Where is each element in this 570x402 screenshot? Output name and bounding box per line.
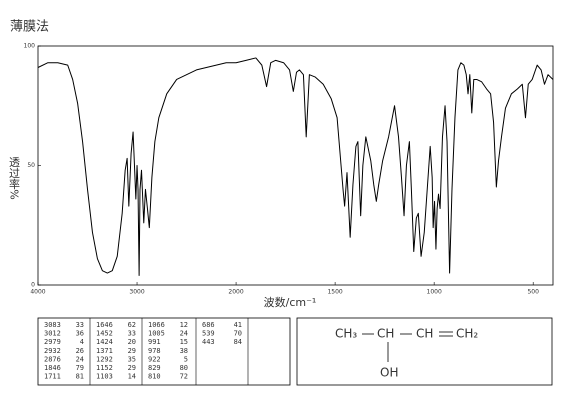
peak-wavenumber: 1452: [96, 330, 113, 338]
peak-transmittance: 20: [128, 338, 136, 346]
peak-transmittance: 33: [76, 321, 84, 329]
peak-transmittance: 70: [234, 330, 242, 338]
peak-wavenumber: 686: [202, 321, 215, 329]
y-tick-label: 100: [24, 43, 36, 50]
peak-wavenumber: 539: [202, 330, 215, 338]
peak-wavenumber: 1646: [96, 321, 113, 329]
peak-transmittance: 15: [180, 338, 188, 346]
peak-transmittance: 62: [128, 321, 136, 329]
peak-wavenumber: 991: [148, 338, 161, 346]
peak-transmittance: 4: [80, 338, 84, 346]
peak-transmittance: 26: [76, 347, 84, 355]
structure-frame: [296, 317, 553, 386]
peak-wavenumber: 978: [148, 347, 161, 355]
y-tick-label: 0: [31, 282, 35, 289]
peak-wavenumber: 1846: [44, 364, 61, 372]
peak-transmittance: 72: [180, 373, 188, 381]
atom-group: CH: [416, 327, 433, 341]
peak-wavenumber: 810: [148, 373, 161, 381]
y-tick-label: 50: [27, 162, 35, 169]
peak-wavenumber: 829: [148, 364, 161, 372]
x-tick-label: 1000: [427, 289, 442, 296]
peak-transmittance: 12: [180, 321, 188, 329]
x-tick-label: 500: [527, 289, 539, 296]
y-axis-label: 透过率%: [8, 156, 21, 200]
peak-transmittance: 84: [234, 338, 242, 346]
peak-wavenumber: 443: [202, 338, 215, 346]
x-tick-label: 4000: [30, 289, 45, 296]
peak-wavenumber: 1152: [96, 364, 113, 372]
peak-wavenumber: 1424: [96, 338, 113, 346]
peak-wavenumber: 1371: [96, 347, 113, 355]
peak-transmittance: 14: [128, 373, 136, 381]
peak-transmittance: 35: [128, 355, 136, 363]
peak-transmittance: 24: [180, 330, 188, 338]
peak-wavenumber: 1066: [148, 321, 165, 329]
x-tick-label: 1500: [327, 289, 342, 296]
peak-transmittance: 79: [76, 364, 84, 372]
peak-wavenumber: 2979: [44, 338, 61, 346]
peak-transmittance: 33: [128, 330, 136, 338]
peak-transmittance: 38: [180, 347, 188, 355]
peak-transmittance: 36: [76, 330, 84, 338]
peak-transmittance: 5: [184, 355, 188, 363]
peak-wavenumber: 922: [148, 355, 161, 363]
atom-group: OH: [380, 366, 398, 380]
spectrum-line: [37, 57, 554, 276]
peak-wavenumber: 3012: [44, 330, 61, 338]
peak-transmittance: 29: [128, 347, 136, 355]
peak-wavenumber: 2932: [44, 347, 61, 355]
atom-group: CH₂: [456, 327, 478, 341]
atom-group: CH₃: [335, 327, 357, 341]
x-axis-label: 波数/cm⁻¹: [264, 296, 317, 309]
x-tick-label: 2000: [228, 289, 243, 296]
peak-wavenumber: 1711: [44, 373, 61, 381]
peak-wavenumber: 1103: [96, 373, 113, 381]
peak-wavenumber: 1292: [96, 355, 113, 363]
atom-group: CH: [377, 327, 394, 341]
peak-wavenumber: 1005: [148, 330, 165, 338]
x-tick-label: 3000: [129, 289, 144, 296]
peak-transmittance: 80: [180, 364, 188, 372]
peak-transmittance: 24: [76, 355, 84, 363]
peak-table-frame: [37, 317, 291, 386]
peak-transmittance: 29: [128, 364, 136, 372]
peak-transmittance: 81: [76, 373, 84, 381]
plot-frame: [37, 45, 554, 286]
chart-title: 薄膜法: [10, 20, 49, 35]
peak-wavenumber: 2876: [44, 355, 61, 363]
peak-wavenumber: 3083: [44, 321, 61, 329]
peak-transmittance: 41: [234, 321, 242, 329]
